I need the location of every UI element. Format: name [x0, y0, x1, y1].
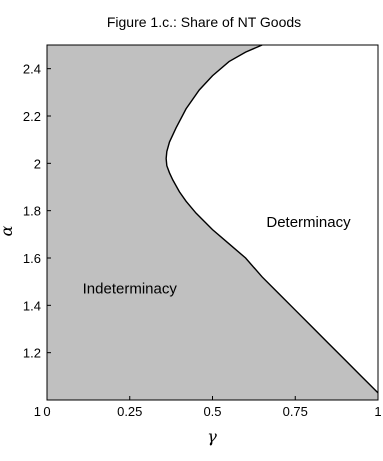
x-tick-label: 0.75: [283, 404, 308, 419]
y-tick-label: 2.4: [23, 62, 41, 77]
x-tick-label: 1: [374, 404, 381, 419]
y-tick-label: 2.2: [23, 109, 41, 124]
region-labels: Indeterminacy Determinacy: [83, 214, 351, 297]
y-tick-label: 1.2: [23, 346, 41, 361]
y-axis-label: α: [0, 225, 16, 236]
region-label-determinacy: Determinacy: [266, 214, 351, 231]
y-tick-label: 1: [34, 404, 41, 419]
plot-area: [46, 44, 379, 401]
x-tick-label: 0.25: [117, 404, 142, 419]
x-tick-label: 0.5: [203, 404, 221, 419]
chart-title: Figure 1.c.: Share of NT Goods: [107, 14, 301, 30]
x-axis-label: γ: [207, 427, 217, 446]
y-tick-label: 1.4: [23, 298, 41, 313]
indeterminacy-region: [47, 45, 378, 400]
x-tick-label: 0: [43, 404, 50, 419]
region-label-indeterminacy: Indeterminacy: [83, 281, 178, 298]
y-tick-label: 2: [34, 156, 41, 171]
y-tick-label: 1.8: [23, 204, 41, 219]
y-tick-label: 1.6: [23, 251, 41, 266]
tick-labels: 0 0.25 0.5 0.75 1 1 1.2 1.4 1.6 1.8 2 2.2 2.4: [23, 62, 382, 419]
boundary-curve: [165, 44, 379, 394]
